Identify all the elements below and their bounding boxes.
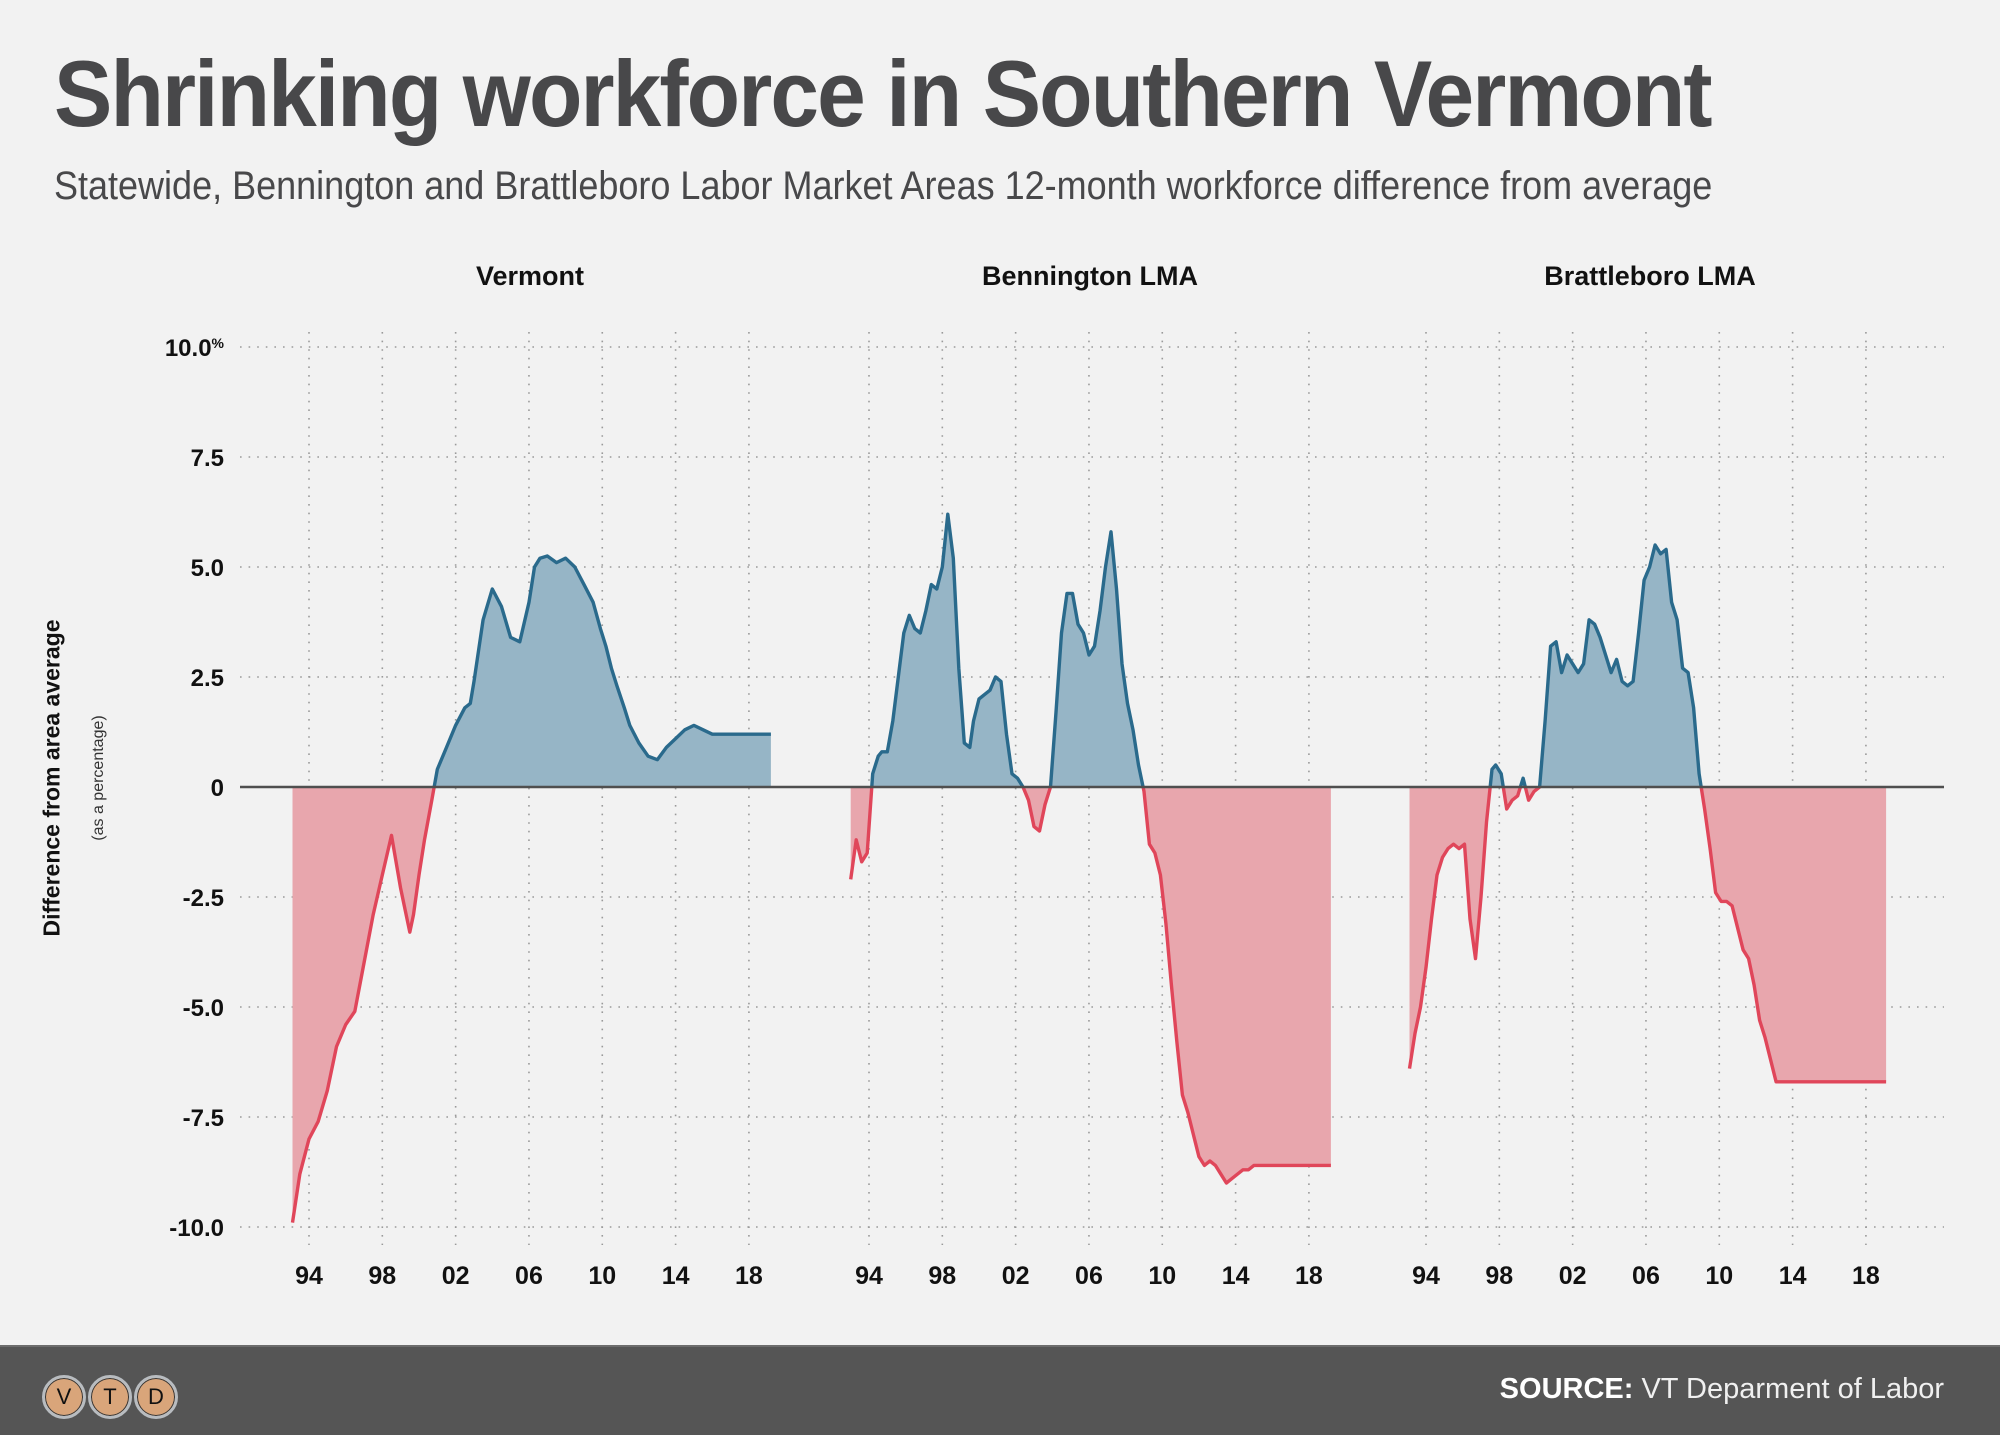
x-tick-label: 94 <box>1412 1262 1440 1290</box>
chart-title: Shrinking workforce in Southern Vermont <box>54 41 1713 146</box>
panel-title-brattleboro: Brattleboro LMA <box>1544 261 1756 291</box>
x-tick-label: 14 <box>1779 1262 1807 1290</box>
x-tick-label: 02 <box>442 1262 470 1290</box>
x-tick-label: 98 <box>368 1262 396 1290</box>
logo-key-d: D <box>134 1375 178 1419</box>
y-tick-label: 7.5 <box>191 445 224 472</box>
negative-line-2 <box>1407 787 1887 1084</box>
x-tick-label: 06 <box>1075 1262 1103 1290</box>
y-tick-label: -10.0 <box>169 1215 224 1242</box>
x-tick-label: 98 <box>928 1262 956 1290</box>
negative-area-1 <box>850 787 1331 1183</box>
x-tick-label: 18 <box>735 1262 763 1290</box>
y-tick-label: -7.5 <box>183 1105 224 1132</box>
x-tick-label: 10 <box>1705 1262 1733 1290</box>
negative-line-0 <box>290 787 436 1223</box>
negative-line-1 <box>849 787 1331 1185</box>
x-tick-label: 94 <box>295 1262 323 1290</box>
x-tick-label: 06 <box>515 1262 543 1290</box>
footer-bar: V T D SOURCE: VT Deparment of Labor <box>0 1345 2000 1435</box>
x-tick-label: 14 <box>662 1262 690 1290</box>
x-tick-label: 06 <box>1632 1262 1660 1290</box>
positive-area-0 <box>292 556 771 787</box>
negative-area-2 <box>1409 787 1887 1082</box>
vtd-logo: V T D <box>42 1375 178 1419</box>
source-credit: SOURCE: VT Deparment of Labor <box>1500 1373 1944 1406</box>
chart-svg: 10.0% 7.5 5.0 2.5 0 -2.5 -5.0 -7.5 -10.0 94 98 02 06… <box>165 332 1944 1290</box>
y-tick-label: 10.0% <box>165 335 225 362</box>
panel-title-bennington: Bennington LMA <box>982 261 1198 291</box>
source-value: VT Deparment of Labor <box>1641 1373 1944 1405</box>
y-tick-label: 2.5 <box>191 665 224 692</box>
x-tick-label: 02 <box>1559 1262 1587 1290</box>
x-tick-label: 98 <box>1485 1262 1513 1290</box>
positive-area-2 <box>1409 545 1887 787</box>
x-tick-label: 02 <box>1002 1262 1030 1290</box>
y-tick-label: 5.0 <box>191 555 224 582</box>
chart-subtitle: Statewide, Bennington and Brattleboro La… <box>54 164 1713 208</box>
logo-key-t: T <box>88 1375 132 1419</box>
y-tick-unit: % <box>212 335 225 351</box>
logo-key-v: V <box>42 1375 86 1419</box>
negative-area-0 <box>292 787 771 1223</box>
x-tick-label: 14 <box>1222 1262 1250 1290</box>
x-tick-label: 94 <box>855 1262 883 1290</box>
positive-line-0 <box>432 554 771 787</box>
positive-area-1 <box>850 514 1331 787</box>
x-tick-label: 18 <box>1852 1262 1880 1290</box>
positive-line-1 <box>870 512 1145 787</box>
y-tick-label: -2.5 <box>183 885 224 912</box>
x-tick-label: 10 <box>588 1262 616 1290</box>
x-tick-label: 18 <box>1295 1262 1323 1290</box>
source-label: SOURCE: <box>1499 1373 1634 1405</box>
x-tick-label: 10 <box>1148 1262 1176 1290</box>
y-tick-label: -5.0 <box>183 995 224 1022</box>
y-tick-label: 0 <box>211 775 224 802</box>
panel-title-vermont: Vermont <box>475 261 585 291</box>
positive-line-2 <box>1488 543 1703 787</box>
